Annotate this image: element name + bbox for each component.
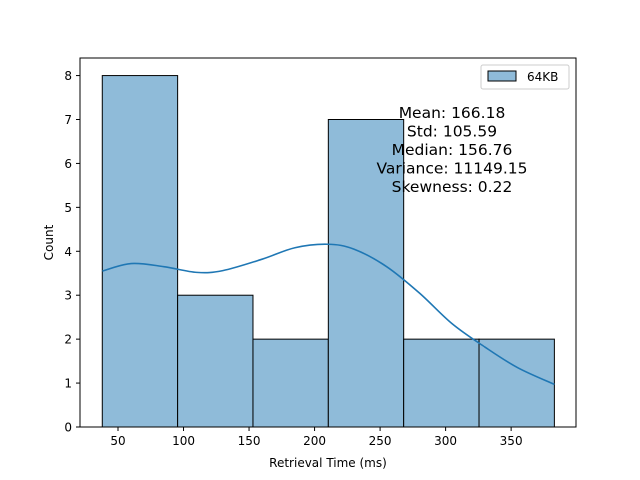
stat-line: Mean: 166.18: [399, 104, 506, 122]
y-tick-label: 8: [64, 69, 72, 83]
stat-line: Skewness: 0.22: [392, 178, 513, 196]
y-axis-ticks: 0 1 2 3 4 5 6 7 8: [64, 69, 80, 435]
histogram-bar: [327, 119, 405, 428]
legend-swatch: [487, 70, 517, 82]
y-tick-label: 6: [64, 157, 72, 171]
kde-curve: [102, 243, 555, 386]
x-tick-label: 100: [172, 434, 195, 448]
stat-line: Variance: 11149.15: [376, 160, 527, 178]
histogram-bar: [177, 294, 254, 428]
legend: 64KB: [480, 64, 570, 90]
histogram-bar: [403, 338, 480, 428]
x-tick-label: 300: [434, 434, 457, 448]
histogram-bars: [101, 75, 555, 428]
kde-layer: [102, 243, 555, 386]
y-tick-label: 4: [64, 245, 72, 259]
y-tick-label: 0: [64, 421, 72, 435]
x-tick-label: 150: [238, 434, 261, 448]
x-axis-ticks: 50 100 150 200 250 300 350: [110, 427, 523, 448]
y-tick-label: 5: [64, 201, 72, 215]
axes-frame: [79, 57, 577, 428]
stat-line: Median: 156.76: [392, 141, 513, 159]
y-tick-label: 3: [64, 289, 72, 303]
histogram-bar: [252, 338, 329, 428]
x-tick-label: 350: [500, 434, 523, 448]
y-axis-label: Count: [42, 224, 56, 260]
x-tick-label: 250: [369, 434, 392, 448]
x-axis-label: Retrieval Time (ms): [269, 456, 387, 470]
y-tick-label: 2: [64, 333, 72, 347]
y-tick-label: 7: [64, 113, 72, 127]
histogram-bar: [478, 338, 555, 428]
x-tick-label: 200: [303, 434, 326, 448]
x-tick-label: 50: [110, 434, 125, 448]
stat-line: Std: 105.59: [407, 123, 497, 141]
histogram-bar: [101, 75, 179, 428]
legend-label: 64KB: [527, 70, 558, 84]
y-tick-label: 1: [64, 377, 72, 391]
